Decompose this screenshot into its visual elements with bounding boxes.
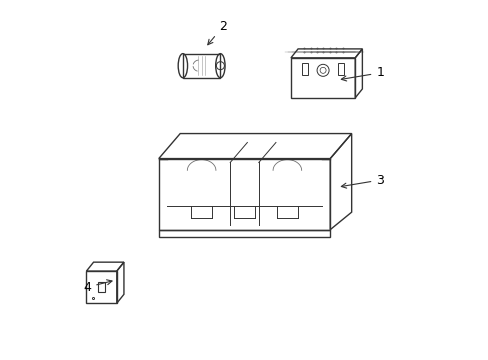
Text: 1: 1 xyxy=(341,66,384,81)
Text: 2: 2 xyxy=(207,20,226,45)
Text: 4: 4 xyxy=(83,280,112,294)
Text: 3: 3 xyxy=(341,174,384,188)
